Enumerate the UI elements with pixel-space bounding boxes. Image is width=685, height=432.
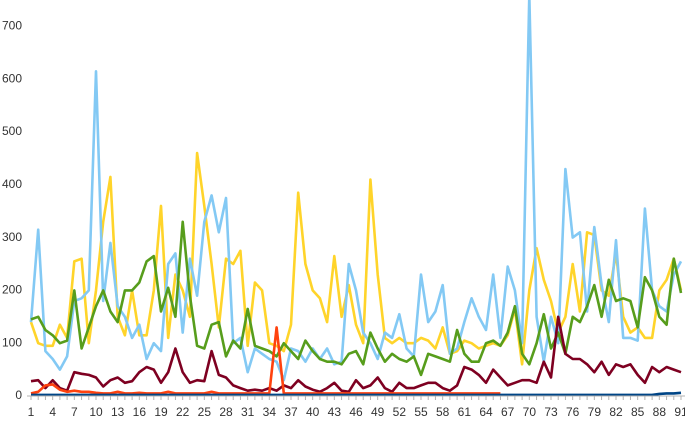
x-tick-label: 67 xyxy=(501,405,515,419)
y-tick-label: 0 xyxy=(15,388,22,402)
x-tick-label: 43 xyxy=(328,405,342,419)
series-line xyxy=(30,326,501,395)
x-tick-label: 82 xyxy=(609,405,623,419)
y-tick-label: 200 xyxy=(2,283,22,297)
series-line xyxy=(30,220,683,377)
plot-area xyxy=(29,0,683,397)
x-tick-label: 4 xyxy=(49,405,56,419)
x-tick-label: 73 xyxy=(544,405,558,419)
x-tick-label: 40 xyxy=(306,405,320,419)
x-tick-label: 61 xyxy=(458,405,472,419)
x-tick-label: 85 xyxy=(631,405,645,419)
x-tick-label: 58 xyxy=(436,405,450,419)
y-tick-label: 600 xyxy=(2,71,22,85)
x-tick-label: 16 xyxy=(133,405,147,419)
x-tick-label: 91 xyxy=(674,405,685,419)
x-tick-label: 10 xyxy=(89,405,103,419)
x-tick-label: 49 xyxy=(371,405,385,419)
x-tick-label: 76 xyxy=(566,405,580,419)
x-tick-label: 1 xyxy=(28,405,35,419)
x-tick-label: 64 xyxy=(479,405,493,419)
series-line xyxy=(29,151,683,366)
x-tick-label: 22 xyxy=(176,405,190,419)
x-tick-label: 13 xyxy=(111,405,125,419)
x-tick-label: 31 xyxy=(241,405,255,419)
series-line xyxy=(30,315,682,394)
y-tick-label: 100 xyxy=(2,335,22,349)
x-tick-label: 37 xyxy=(284,405,298,419)
x-tick-label: 7 xyxy=(71,405,78,419)
y-tick-label: 500 xyxy=(2,124,22,138)
x-tick-label: 70 xyxy=(523,405,537,419)
x-tick-label: 79 xyxy=(588,405,602,419)
x-tick-label: 52 xyxy=(393,405,407,419)
y-tick-label: 300 xyxy=(2,230,22,244)
y-tick-label: 400 xyxy=(2,177,22,191)
x-tick-label: 19 xyxy=(154,405,168,419)
y-tick-label: 700 xyxy=(2,19,22,33)
x-tick-label: 25 xyxy=(198,405,212,419)
series-line xyxy=(31,391,682,397)
x-tick-label: 88 xyxy=(653,405,667,419)
x-tick-label: 46 xyxy=(349,405,363,419)
series-line xyxy=(29,0,683,382)
x-tick-label: 34 xyxy=(263,405,277,419)
x-tick-label: 28 xyxy=(219,405,233,419)
x-tick-label: 55 xyxy=(414,405,428,419)
